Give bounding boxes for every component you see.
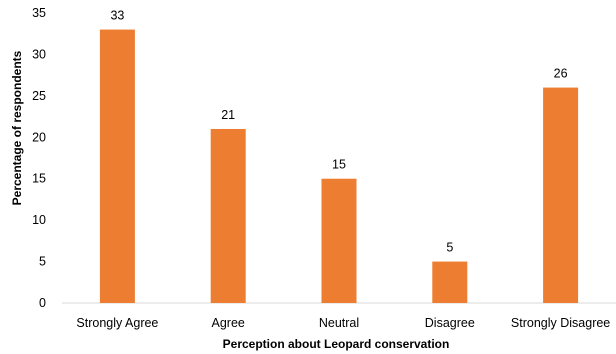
data-label: 26 [554, 67, 568, 81]
x-tick-label: Disagree [425, 316, 475, 330]
y-axis-ticks: 0 5 10 15 20 25 30 35 [32, 6, 46, 310]
y-tick-label: 10 [32, 213, 46, 227]
x-tick-label: Agree [212, 316, 245, 330]
y-axis-title: Percentage of respondents [10, 50, 24, 205]
data-label: 21 [221, 108, 235, 122]
x-axis-title: Perception about Leopard conservation [223, 337, 450, 351]
y-tick-label: 15 [32, 172, 46, 186]
x-tick-label: Strongly Disagree [511, 316, 610, 330]
category-labels: Strongly Agree Agree Neutral Disagree Strong… [76, 316, 610, 330]
data-label: 5 [446, 241, 453, 255]
y-tick-label: 35 [32, 6, 46, 20]
bar [432, 261, 468, 303]
y-tick-label: 20 [32, 130, 46, 144]
data-label: 33 [110, 9, 124, 23]
bar [99, 29, 135, 303]
y-tick-label: 5 [39, 255, 46, 269]
data-label: 15 [332, 158, 346, 172]
bars [99, 29, 579, 303]
bar [543, 87, 579, 303]
bar [210, 129, 246, 303]
data-labels: 33 21 15 5 26 [110, 9, 567, 255]
x-tick-label: Strongly Agree [76, 316, 158, 330]
y-tick-label: 25 [32, 89, 46, 103]
y-tick-label: 0 [39, 296, 46, 310]
bar [321, 178, 357, 303]
x-tick-label: Neutral [319, 316, 359, 330]
y-tick-label: 30 [32, 47, 46, 61]
